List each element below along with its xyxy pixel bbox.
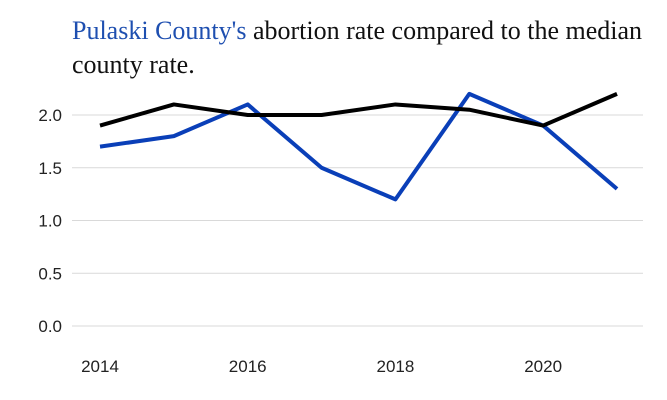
series-lines [99, 91, 619, 202]
chart-title-highlight: Pulaski County's [72, 16, 247, 45]
y-tick-label: 0.5 [38, 264, 62, 283]
gridlines [72, 114, 643, 327]
y-tick-label: 0.0 [38, 317, 62, 336]
x-tick-label: 2016 [229, 357, 267, 376]
x-tick-label: 2018 [377, 357, 415, 376]
x-tick-label: 2020 [524, 357, 562, 376]
x-axis-ticks: 2014 2016 2018 2020 [81, 357, 562, 376]
median-series-line [99, 92, 618, 128]
y-tick-label: 1.5 [38, 159, 62, 178]
x-tick-label: 2014 [81, 357, 119, 376]
y-axis-ticks: 0.0 0.5 1.0 1.5 2.0 [38, 106, 62, 336]
y-tick-label: 2.0 [38, 106, 62, 125]
chart-title-rest: abortion rate compared to the median cou… [72, 16, 643, 79]
chart-title: Pulaski County's abortion rate compared … [72, 14, 652, 82]
county-series-line [99, 91, 619, 202]
y-tick-label: 1.0 [38, 212, 62, 231]
